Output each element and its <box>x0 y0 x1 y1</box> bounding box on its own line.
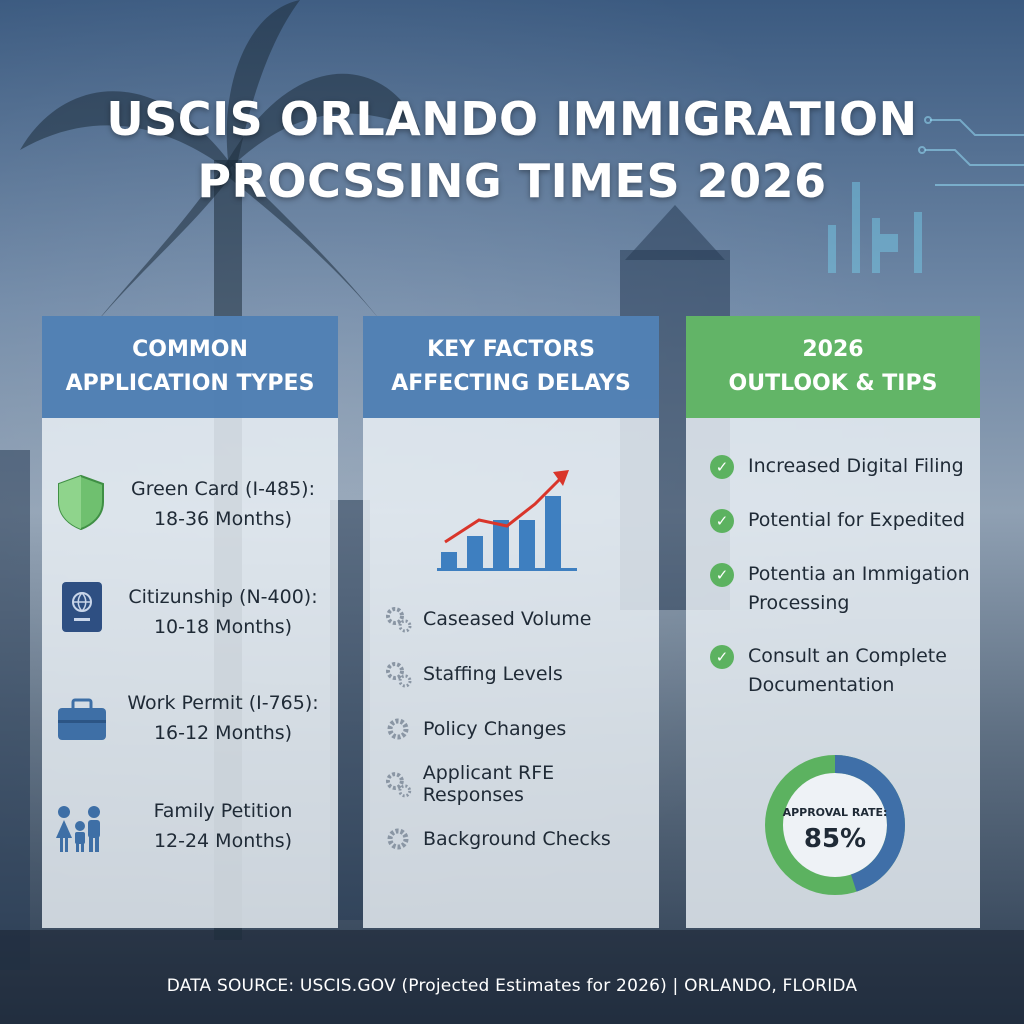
panel-heading-line-2: OUTLOOK & TIPS <box>728 371 938 396</box>
factor-item: Staffing Levels <box>383 657 563 691</box>
gear-icon <box>385 772 412 798</box>
list-item-work-permit: Work Permit (I-765): 16-12 Months) <box>42 688 338 758</box>
shield-icon <box>58 474 104 530</box>
list-item-family-petition: Family Petition 12-24 Months) <box>42 796 338 866</box>
data-source-footer: DATA SOURCE: USCIS.GOV (Projected Estima… <box>166 976 858 996</box>
panel-header: KEY FACTORS AFFECTING DELAYS <box>363 316 659 418</box>
tip-line-1: Potentia an Immigation <box>748 563 970 585</box>
gear-icon <box>386 662 412 688</box>
tip-item: ✓ Consult an Complete Documentation <box>710 642 947 700</box>
panel-heading-line-1: COMMON <box>132 337 248 362</box>
tip-line-1: Increased Digital Filing <box>748 455 964 477</box>
check-icon: ✓ <box>710 645 734 669</box>
factor-label: Caseased Volume <box>423 608 592 630</box>
family-icon <box>56 806 100 852</box>
page-title: USCIS ORLANDO IMMIGRATION PROCSSING TIME… <box>0 88 1024 212</box>
panel-heading-line-1: KEY FACTORS <box>427 337 595 362</box>
tip-item: ✓ Potential for Expedited <box>710 506 965 535</box>
approval-rate-label: APPROVAL RATE: <box>782 806 888 819</box>
approval-rate-donut <box>765 755 905 895</box>
panel-heading-line-1: 2026 <box>802 337 864 362</box>
app-type-duration: 12-24 Months) <box>153 830 293 852</box>
gear-icon <box>387 718 409 740</box>
factor-label: Background Checks <box>423 828 611 850</box>
panel-outlook-tips: 2026 OUTLOOK & TIPS ✓ Increased Digital … <box>686 316 980 928</box>
list-item-green-card: Green Card (I-485): 18-36 Months) <box>42 470 338 540</box>
panel-key-factors: KEY FACTORS AFFECTING DELAYS Caseased Vo… <box>363 316 659 928</box>
tip-line-1: Consult an Complete <box>748 645 947 667</box>
factor-item: Background Checks <box>383 822 611 856</box>
panel-heading-line-2: APPLICATION TYPES <box>65 371 315 396</box>
factor-item: Applicant RFE Responses <box>383 762 659 806</box>
tip-line-2: Documentation <box>748 674 895 696</box>
app-type-name: Citizunship (N-400): <box>128 586 318 608</box>
factor-label: Policy Changes <box>423 718 567 740</box>
tip-item: ✓ Potentia an Immigation Processing <box>710 560 970 618</box>
approval-rate-value: 85% <box>803 824 867 854</box>
briefcase-icon <box>58 698 106 740</box>
tip-line-1: Potential for Expedited <box>748 509 965 531</box>
gear-icon <box>387 828 409 850</box>
factor-label: Staffing Levels <box>423 663 563 685</box>
title-line-2: PROCSSING TIMES 2026 <box>197 154 827 208</box>
check-icon: ✓ <box>710 509 734 533</box>
app-type-duration: 10-18 Months) <box>153 616 293 638</box>
app-type-name: Work Permit (I-765): <box>127 692 319 714</box>
passport-icon <box>62 582 102 632</box>
factor-item: Policy Changes <box>383 712 566 746</box>
panel-heading-line-2: AFFECTING DELAYS <box>391 371 631 396</box>
title-line-1: USCIS ORLANDO IMMIGRATION <box>106 92 918 146</box>
gear-icon <box>386 607 412 633</box>
tip-item: ✓ Increased Digital Filing <box>710 452 964 481</box>
factor-label: Applicant RFE Responses <box>422 762 555 806</box>
app-type-duration: 16-12 Months) <box>153 722 293 744</box>
panel-header: 2026 OUTLOOK & TIPS <box>686 316 980 418</box>
list-item-citizenship: Citizunship (N-400): 10-18 Months) <box>42 578 338 648</box>
panel-application-types: COMMON APPLICATION TYPES Green Card (I-4… <box>42 316 338 928</box>
app-type-name: Green Card (I-485): <box>130 478 316 500</box>
app-type-name: Family Petition <box>153 800 293 822</box>
tip-line-2: Processing <box>748 592 850 614</box>
app-type-duration: 18-36 Months) <box>153 508 293 530</box>
check-icon: ✓ <box>710 563 734 587</box>
bar-chart-trend-icon <box>437 470 577 571</box>
factor-item: Caseased Volume <box>383 602 592 636</box>
check-icon: ✓ <box>710 455 734 479</box>
panel-header: COMMON APPLICATION TYPES <box>42 316 338 418</box>
